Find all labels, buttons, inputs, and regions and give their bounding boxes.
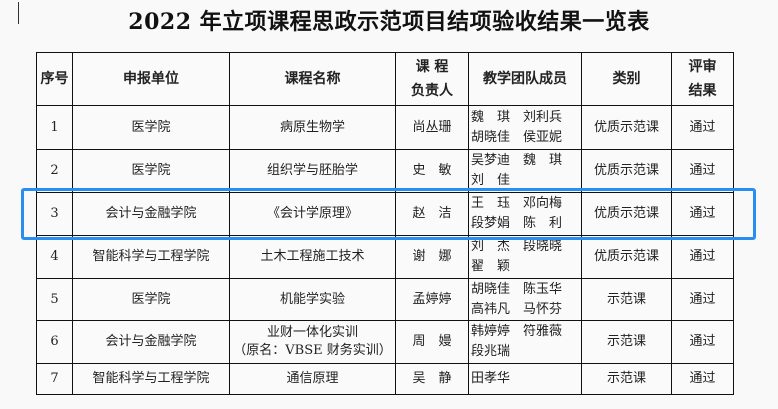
header-unit: 申报单位 [72,52,230,106]
cell-category: 示范课 [581,363,672,395]
cell-team: 田孝华 [468,363,582,395]
page-title: 2022 年立项课程思政示范项目结项验收结果一览表 [128,9,650,35]
cell-unit: 医学院 [72,105,230,150]
cell-course: 业财一体化实训 （原名：VBSE 财务实训） [229,320,396,364]
header-row: 序号 申报单位 课程名称 课 程 负责人 教学团队成员 类别 评审 结果 [36,52,734,106]
cell-no: 1 [36,105,73,150]
cell-no: 2 [36,149,73,193]
cell-category: 优质示范课 [581,192,672,236]
results-table: 序号 申报单位 课程名称 课 程 负责人 教学团队成员 类别 评审 结果 1 医学… [36,52,734,395]
cell-category: 示范课 [581,278,672,321]
table-row: 5 医学院 机能学实验 孟婷婷 胡晓佳 陈玉华 高祎凡 马怀芬 示范课 通过 [36,278,734,321]
header-lead: 课 程 负责人 [395,52,469,106]
cell-no: 7 [36,363,73,395]
cell-course: 机能学实验 [229,278,396,321]
cell-unit: 医学院 [72,278,230,321]
cell-lead: 赵 洁 [395,192,469,236]
cell-lead: 史 敏 [395,149,469,193]
cell-category: 示范课 [581,320,672,364]
cell-result: 通过 [671,105,734,150]
cell-no: 6 [36,320,73,364]
cell-category: 优质示范课 [581,105,672,150]
cell-team: 魏 琪 刘利兵 胡晓佳 侯亚妮 [468,105,582,150]
cell-result: 通过 [671,363,734,395]
header-course: 课程名称 [229,52,396,106]
cell-unit: 会计与金融学院 [72,320,230,364]
margin-mark [18,2,19,24]
header-category: 类别 [581,52,672,106]
cell-lead: 孟婷婷 [395,278,469,321]
cell-result: 通过 [671,320,734,364]
cell-course: 《会计学原理》 [229,192,396,236]
header-no: 序号 [36,52,73,106]
header-team: 教学团队成员 [468,52,582,106]
cell-unit: 医学院 [72,149,230,193]
cell-course: 土木工程施工技术 [229,235,396,279]
table-row: 7 智能科学与工程学院 通信原理吴 静田孝华 示范课 通过 [36,363,734,395]
cell-result: 通过 [671,278,734,321]
cell-team: 王 珏 邓向梅 段梦娟 陈 利 [468,192,582,236]
cell-result: 通过 [671,192,734,236]
cell-no: 4 [36,235,73,279]
cell-result: 通过 [671,149,734,193]
cell-team: 刘 杰 段晓晓 翟 颖 [468,235,582,279]
cell-unit: 智能科学与工程学院 [72,363,230,395]
table-row: 4 智能科学与工程学院 土木工程施工技术谢 娜刘 杰 段晓晓 翟 颖优质示范课 通过 [36,235,734,279]
cell-team: 吴梦迪 魏 琪 刘 佳 [468,149,582,193]
cell-no: 3 [36,192,73,236]
cell-lead: 周 嫚 [395,320,469,364]
cell-result: 通过 [671,235,734,279]
cell-category: 优质示范课 [581,235,672,279]
header-result: 评审 结果 [671,52,734,106]
cell-no: 5 [36,278,73,321]
cell-team: 胡晓佳 陈玉华 高祎凡 马怀芬 [468,278,582,321]
cell-team: 韩婷婷 符雅薇 段兆瑞 [468,320,582,364]
cell-lead: 尚丛珊 [395,105,469,150]
cell-course: 病原生物学 [229,105,396,150]
table-row: 6 会计与金融学院 业财一体化实训 （原名：VBSE 财务实训）周 嫚韩婷婷 符雅薇… [36,320,734,364]
cell-course: 通信原理 [229,363,396,395]
cell-category: 优质示范课 [581,149,672,193]
cell-lead: 吴 静 [395,363,469,395]
table-row: 2 医学院 组织学与胚胎学史 敏吴梦迪 魏 琪 刘 佳优质示范课 通过 [36,149,734,193]
table-row: 3 会计与金融学院 《会计学原理》赵 洁王 珏 邓向梅 段梦娟 陈 利优质示范课 通过 [36,192,734,236]
cell-course: 组织学与胚胎学 [229,149,396,193]
cell-unit: 智能科学与工程学院 [72,235,230,279]
cell-unit: 会计与金融学院 [72,192,230,236]
table-row: 1 医学院 病原生物学 尚丛珊魏 琪 刘利兵 胡晓佳 侯亚妮 优质示范课 通过 [36,105,734,150]
cell-lead: 谢 娜 [395,235,469,279]
